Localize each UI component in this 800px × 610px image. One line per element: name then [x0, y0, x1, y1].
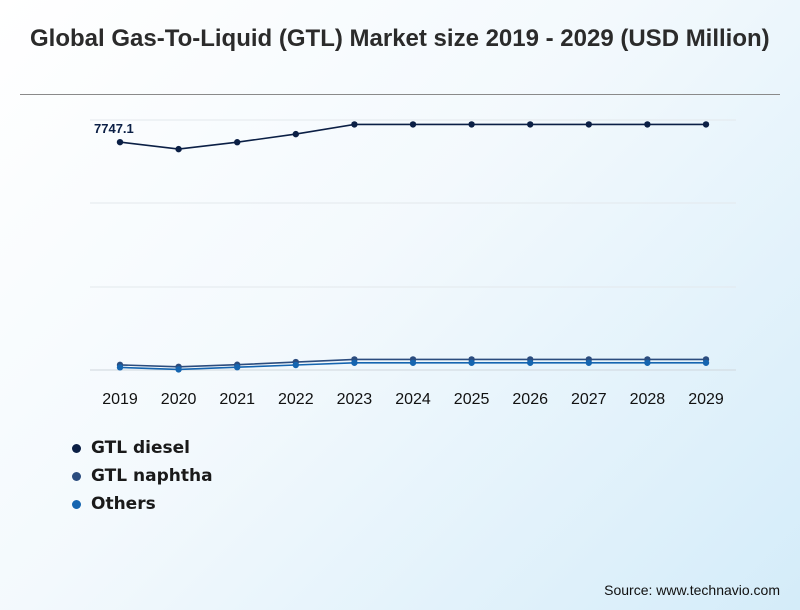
- data-labels: 7747.1: [94, 121, 134, 136]
- x-tick-label: 2027: [571, 391, 607, 408]
- data-point: [644, 121, 651, 128]
- source-note: Source: www.technavio.com: [604, 582, 780, 598]
- data-point: [702, 121, 710, 128]
- data-point: [351, 359, 358, 366]
- data-point: [585, 359, 592, 366]
- data-point: [468, 359, 475, 366]
- data-point: [702, 359, 710, 366]
- data-point: [409, 121, 417, 128]
- grid-lines: [90, 119, 736, 371]
- title-divider: [20, 94, 780, 95]
- data-point: [292, 130, 299, 138]
- legend-label: Others: [91, 494, 156, 514]
- legend-marker: [72, 443, 81, 453]
- x-tick-label: 2026: [512, 391, 548, 408]
- x-tick-label: 2023: [337, 391, 373, 408]
- x-tick-label: 2021: [219, 391, 255, 408]
- data-point: [585, 121, 592, 128]
- data-point: [527, 359, 534, 366]
- x-tick-label: 2020: [161, 391, 197, 408]
- legend-item-gtl-diesel[interactable]: GTL diesel: [72, 434, 213, 462]
- series-lines: [119, 123, 706, 371]
- data-point: [409, 359, 417, 366]
- legend-label: GTL diesel: [91, 438, 191, 458]
- x-axis-tick-labels: 2019 2020 2021 2022 2023 2024 2025 2026 2027 2028…: [102, 391, 724, 408]
- data-point: [116, 364, 124, 371]
- legend: GTL diesel GTL naphtha Others: [72, 434, 213, 518]
- data-point: [175, 366, 182, 373]
- legend-marker: [72, 471, 81, 481]
- x-tick-label: 2019: [102, 391, 138, 408]
- series-line-0: [119, 123, 706, 150]
- legend-label: GTL naphtha: [91, 466, 213, 486]
- data-point: [116, 138, 124, 146]
- chart-title: Global Gas-To-Liquid (GTL) Market size 2…: [30, 25, 770, 52]
- data-point: [468, 121, 475, 128]
- x-tick-label: 2025: [454, 391, 490, 408]
- x-tick-label: 2022: [278, 391, 314, 408]
- data-point: [351, 121, 358, 128]
- data-point: [234, 364, 241, 371]
- x-tick-label: 2028: [630, 391, 666, 408]
- data-point: [644, 359, 651, 366]
- legend-item-gtl-naphtha[interactable]: GTL naphtha: [72, 462, 213, 490]
- x-tick-label: 2029: [688, 391, 724, 408]
- data-point: [175, 145, 182, 153]
- data-points: [116, 121, 710, 373]
- legend-item-others[interactable]: Others: [72, 490, 213, 518]
- data-point: [234, 139, 241, 146]
- data-label: 7747.1: [94, 121, 134, 136]
- legend-marker: [72, 499, 81, 509]
- x-tick-label: 2024: [395, 391, 431, 408]
- data-point: [292, 361, 299, 369]
- data-point: [527, 121, 534, 128]
